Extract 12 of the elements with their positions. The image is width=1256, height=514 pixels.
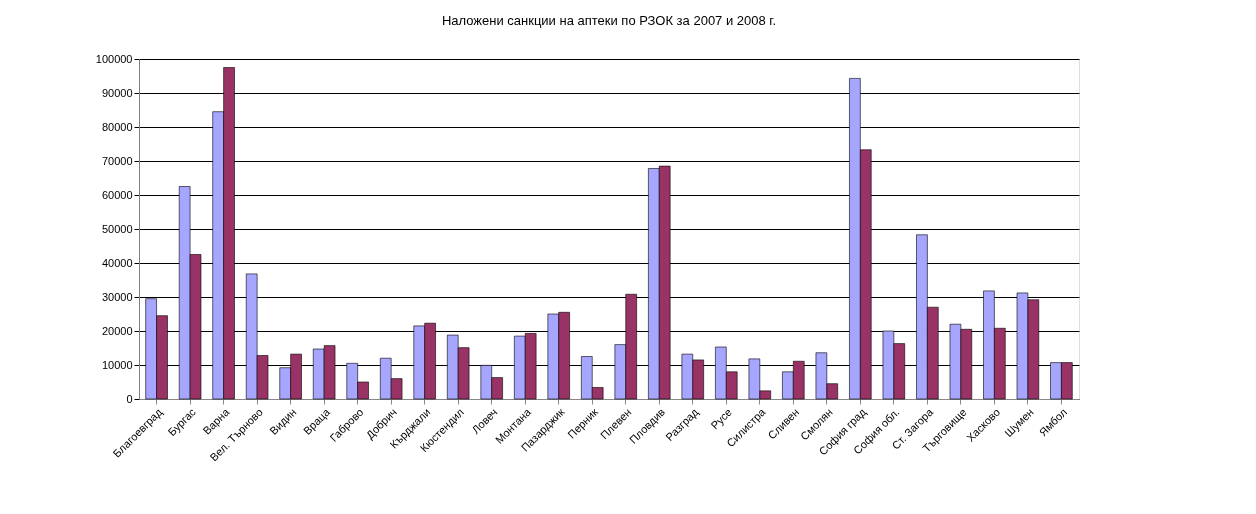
y-tick-label: 80000 — [101, 120, 133, 133]
chart-title: Наложени санкции на аптеки по РЗОК за 2007 и 2008 г. — [441, 13, 777, 28]
y-tick-label: 40000 — [101, 256, 133, 269]
y-tick-label: 20000 — [101, 324, 133, 337]
y-tick-label: 30000 — [101, 290, 133, 303]
y-tick-label: 60000 — [101, 188, 133, 201]
y-tick-label: 0 — [126, 392, 133, 405]
y-tick-label: 90000 — [101, 86, 133, 99]
y-tick-label: 50000 — [101, 222, 133, 235]
y-tick-label: 10000 — [101, 358, 133, 371]
y-tick-label: 70000 — [101, 154, 133, 167]
y-tick-label: 100000 — [95, 52, 133, 65]
